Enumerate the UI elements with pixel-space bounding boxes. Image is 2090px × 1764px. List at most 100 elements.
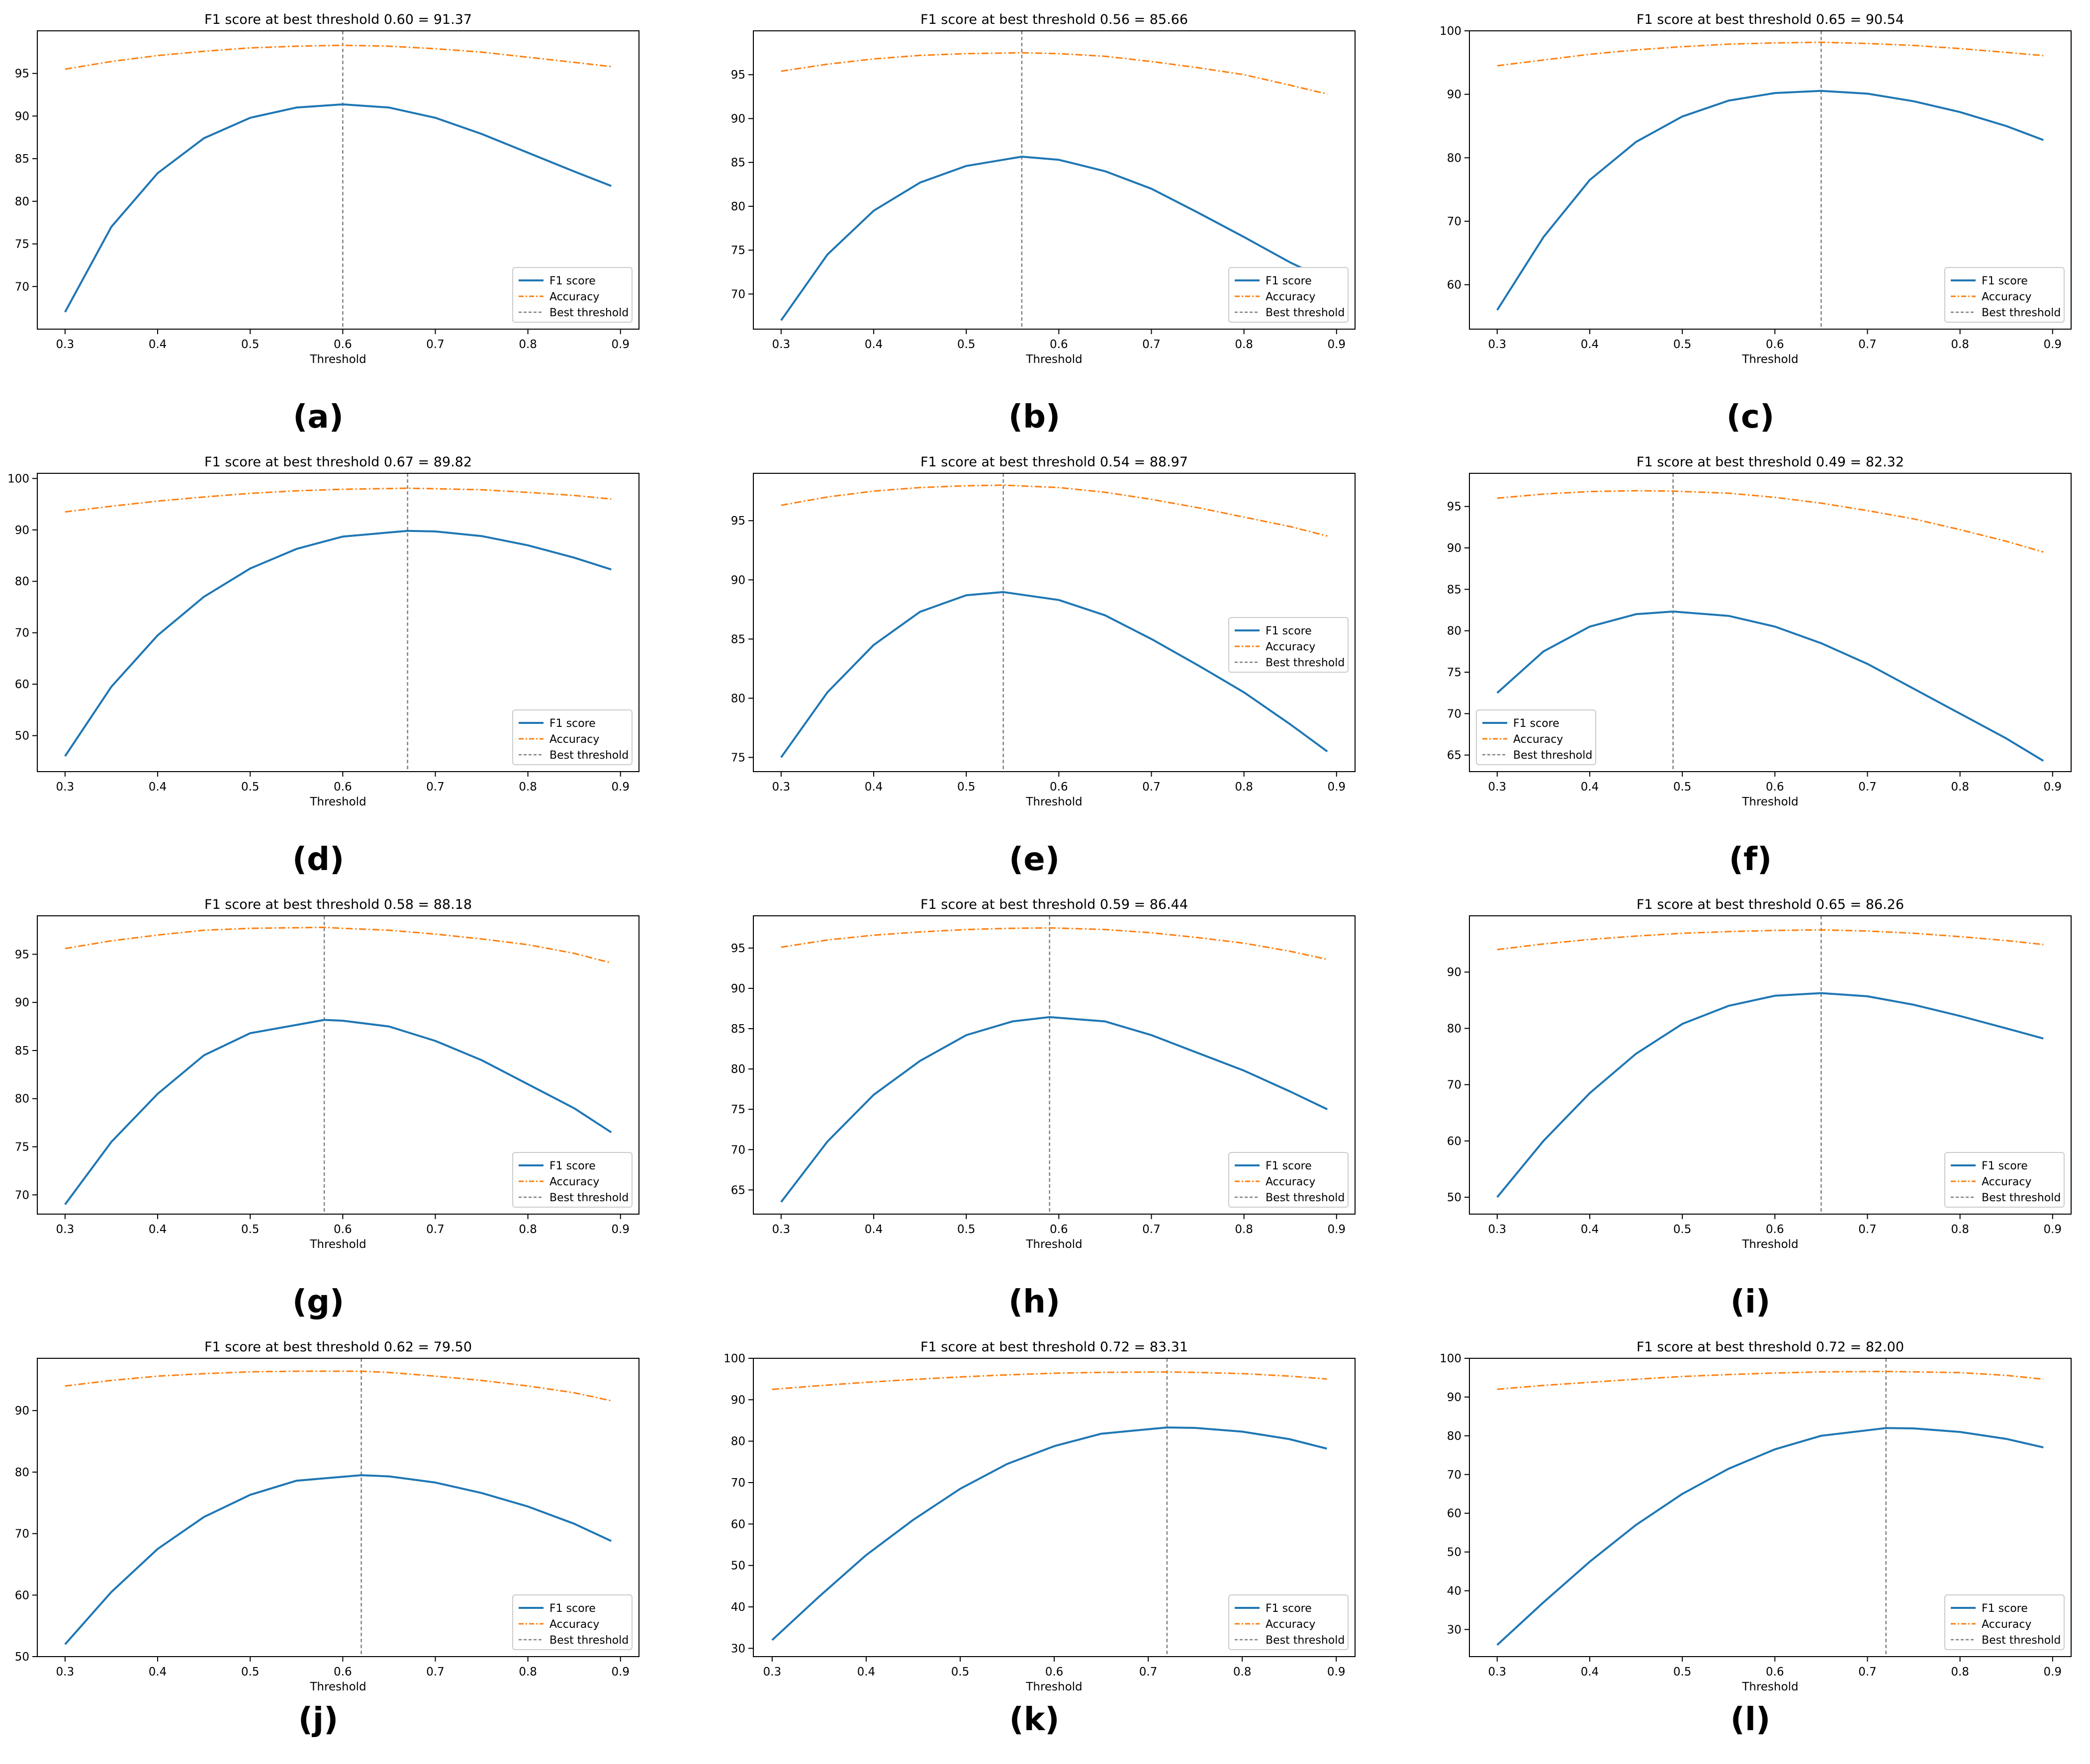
- chart-panel: F1 score at best threshold 0.49 = 82.32 0…: [1447, 454, 2072, 878]
- chart-panel: F1 score at best threshold 0.72 = 82.00 0…: [1440, 1339, 2072, 1738]
- legend: F1 score Accuracy Best threshold: [1944, 1594, 2065, 1650]
- y-tick-label: 60: [15, 1589, 29, 1602]
- plot-frame: [1469, 473, 2072, 772]
- x-tick-label: 0.9: [1327, 1666, 1346, 1678]
- x-tick-label: 0.4: [857, 1666, 876, 1678]
- x-tick-label: 0.5: [957, 338, 976, 351]
- x-tick-label: 0.4: [1581, 338, 1599, 351]
- x-tick-label: 0.6: [1766, 1666, 1784, 1678]
- f1-score-line: [771, 1426, 1327, 1641]
- y-tick-label: 50: [1447, 1546, 1461, 1559]
- x-tick-label: 0.5: [951, 1666, 970, 1678]
- accuracy-line: [781, 52, 1328, 95]
- x-tick-label: 0.4: [865, 781, 883, 794]
- chart-title: F1 score at best threshold 0.60 = 91.37: [204, 12, 472, 27]
- y-tick-label: 70: [1447, 215, 1461, 228]
- legend: F1 score Accuracy Best threshold: [512, 267, 633, 323]
- y-tick-label: 75: [731, 244, 745, 257]
- chart-panel: F1 score at best threshold 0.54 = 88.97 0…: [731, 454, 1356, 878]
- x-axis-label: Threshold: [309, 795, 366, 808]
- x-tick-label: 0.3: [763, 1666, 782, 1678]
- panel-label: (k): [1009, 1701, 1059, 1738]
- y-tick-label: 80: [731, 1063, 745, 1076]
- x-axis-label: Threshold: [1025, 795, 1082, 808]
- x-tick-label: 0.5: [957, 781, 976, 794]
- accuracy-line: [65, 44, 612, 70]
- x-tick-label: 0.7: [426, 338, 445, 351]
- x-tick-label: 0.6: [334, 1223, 352, 1236]
- y-tick-label: 80: [1447, 1430, 1461, 1443]
- legend-label: Accuracy: [1982, 1176, 2031, 1188]
- legend-label: F1 score: [549, 1602, 596, 1615]
- legend-label: Best threshold: [1266, 1634, 1345, 1647]
- x-tick-label: 0.8: [1951, 1223, 1969, 1236]
- x-tick-label: 0.6: [334, 1666, 352, 1678]
- y-tick-label: 60: [15, 678, 29, 691]
- x-tick-label: 0.9: [611, 781, 630, 794]
- y-tick-label: 95: [731, 942, 745, 955]
- x-tick-label: 0.5: [1673, 338, 1692, 351]
- y-tick-label: 65: [731, 1184, 745, 1197]
- x-tick-label: 0.7: [426, 1223, 445, 1236]
- y-tick-label: 75: [1447, 666, 1461, 679]
- y-tick-label: 60: [1447, 279, 1461, 292]
- x-tick-label: 0.9: [1327, 338, 1346, 351]
- chart-panel: F1 score at best threshold 0.65 = 86.26 0…: [1447, 897, 2072, 1321]
- y-tick-label: 50: [731, 1560, 745, 1573]
- panel-label: (d): [292, 841, 344, 878]
- y-tick-label: 100: [724, 1352, 745, 1365]
- legend-label: Best threshold: [1982, 1192, 2061, 1204]
- legend-label: Best threshold: [1982, 1634, 2061, 1647]
- y-tick-label: 70: [15, 280, 29, 293]
- legend: F1 score Accuracy Best threshold: [512, 709, 633, 765]
- legend-label: F1 score: [1513, 717, 1559, 730]
- legend-label: Best threshold: [549, 749, 629, 762]
- legend-label: Accuracy: [1266, 1618, 1315, 1631]
- f1-score-line: [1496, 611, 2044, 762]
- x-axis-label: Threshold: [1025, 1680, 1082, 1693]
- y-tick-label: 95: [15, 948, 29, 961]
- chart-title: F1 score at best threshold 0.49 = 82.32: [1636, 454, 1904, 470]
- x-tick-label: 0.5: [957, 1223, 976, 1236]
- x-tick-label: 0.7: [1142, 338, 1161, 351]
- x-tick-label: 0.7: [1142, 1223, 1161, 1236]
- legend-label: F1 score: [1982, 1160, 2028, 1172]
- chart-title: F1 score at best threshold 0.56 = 85.66: [920, 12, 1188, 27]
- x-tick-label: 0.5: [241, 1666, 260, 1678]
- accuracy-line: [781, 927, 1328, 961]
- x-tick-label: 0.6: [1050, 338, 1068, 351]
- x-tick-label: 0.3: [56, 338, 75, 351]
- y-tick-label: 70: [15, 1189, 29, 1202]
- y-tick-label: 90: [1447, 966, 1461, 979]
- x-tick-label: 0.3: [772, 1223, 791, 1236]
- plot-frame: [1469, 915, 2072, 1215]
- accuracy-line: [1497, 490, 2044, 553]
- x-tick-label: 0.9: [2043, 338, 2062, 351]
- y-tick-label: 90: [731, 1394, 745, 1407]
- accuracy-line: [772, 1371, 1327, 1390]
- y-tick-label: 90: [15, 1405, 29, 1417]
- y-tick-label: 60: [731, 1518, 745, 1531]
- y-tick-label: 80: [731, 1435, 745, 1448]
- x-axis-label: Threshold: [1741, 1238, 1798, 1251]
- x-tick-label: 0.5: [241, 338, 260, 351]
- legend: F1 score Accuracy Best threshold: [1944, 1152, 2065, 1208]
- chart-panel: F1 score at best threshold 0.62 = 79.50 0…: [15, 1339, 639, 1738]
- x-tick-label: 0.4: [149, 781, 167, 794]
- y-tick-label: 80: [1447, 1022, 1461, 1035]
- legend-label: Accuracy: [1982, 1618, 2031, 1631]
- x-tick-label: 0.5: [1673, 1666, 1692, 1678]
- x-axis-label: Threshold: [1741, 1680, 1798, 1693]
- legend-label: Best threshold: [1513, 749, 1592, 762]
- y-tick-label: 80: [1447, 152, 1461, 165]
- chart-title: F1 score at best threshold 0.54 = 88.97: [920, 454, 1188, 470]
- x-tick-label: 0.6: [1766, 338, 1784, 351]
- x-tick-label: 0.4: [865, 1223, 883, 1236]
- plot-frame: [37, 915, 639, 1215]
- legend-label: F1 score: [549, 1160, 596, 1172]
- x-tick-label: 0.8: [1951, 1666, 1969, 1678]
- accuracy-line: [65, 487, 612, 513]
- x-tick-label: 0.3: [1488, 1223, 1507, 1236]
- x-tick-label: 0.8: [519, 781, 537, 794]
- x-tick-label: 0.6: [1766, 1223, 1784, 1236]
